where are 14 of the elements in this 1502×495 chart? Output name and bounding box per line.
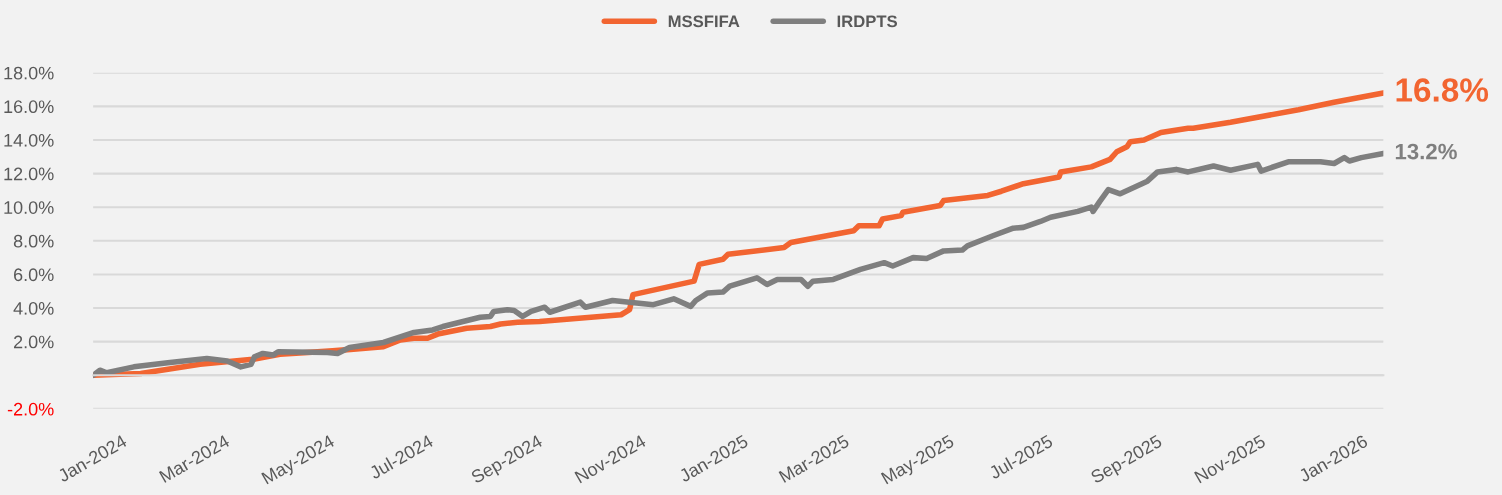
y-tick-label: -2.0% (7, 402, 54, 416)
annotation: 13.2% (1395, 143, 1457, 160)
legend-label: MSSFIFA (668, 15, 740, 28)
y-tick-label: 4.0% (13, 301, 54, 315)
y-tick-label: 8.0% (13, 234, 54, 248)
legend-label: IRDPTS (837, 15, 898, 28)
y-tick-label: 18.0% (4, 66, 54, 80)
annotation: 16.8% (1396, 78, 1489, 102)
y-tick-label: 14.0% (4, 133, 54, 147)
y-tick-label: 12.0% (4, 167, 54, 181)
y-tick-label: 16.0% (4, 100, 54, 114)
y-tick-label: 2.0% (13, 335, 54, 349)
y-tick-label: 10.0% (4, 201, 54, 214)
y-tick-label: 6.0% (14, 268, 54, 282)
